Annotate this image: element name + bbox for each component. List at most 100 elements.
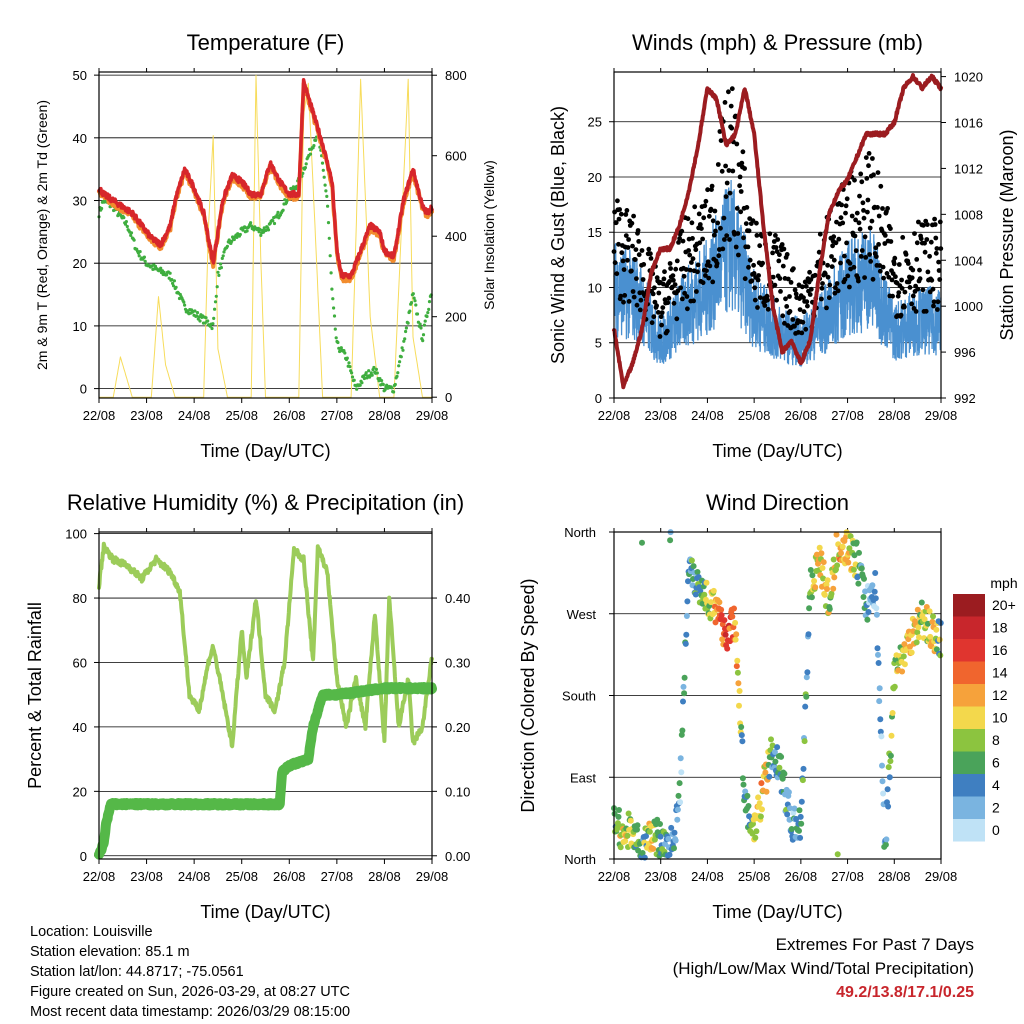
dewpoint-point [220,256,224,260]
gust-point [912,231,917,237]
direction-point [886,774,893,781]
direction-point [614,820,621,827]
direction-point [667,537,674,544]
direction-point [828,590,835,597]
dewpoint-point [183,303,187,307]
direction-point [883,836,890,843]
gust-point [623,233,629,239]
gust-point [892,255,898,261]
gust-point [870,276,876,282]
y-tick-label: 5 [595,336,602,351]
dewpoint-point [427,300,432,304]
direction-point [862,588,869,595]
colorbar-label: 0 [992,822,1000,838]
direction-point [834,851,841,858]
gust-point [752,285,758,291]
gust-point [882,241,888,246]
direction-point [734,657,741,664]
gust-point [862,234,868,240]
gust-point [713,228,718,234]
gust-point [722,237,727,242]
gust-point [726,89,731,95]
direction-point [733,631,740,638]
direction-point [816,544,823,551]
direction-point [738,724,745,730]
direction-point [650,845,657,852]
gust-point [714,261,720,266]
gust-point [803,326,809,332]
dewpoint-point [312,144,316,148]
y2-tick-label: 200 [445,310,467,325]
gust-point [804,299,810,305]
direction-point [757,813,764,820]
gust-point [619,250,625,256]
gust-point [876,213,882,219]
dewpoint-point [345,356,349,360]
gust-point [694,289,699,294]
dewpoint-point [401,348,405,352]
direction-point [736,702,742,709]
gust-point [927,253,932,259]
x-tick-label: 24/08 [691,869,724,884]
gust-point [800,284,805,290]
direction-point [774,744,781,751]
direction-point [768,736,774,743]
direction-points [611,529,944,861]
gust-point [749,278,755,284]
direction-point [872,570,879,576]
direction-point [879,762,885,769]
y-tick-label: 20 [73,256,87,271]
gust-point [935,307,940,312]
direction-point [681,674,688,681]
direction-point [804,669,811,676]
y-axis-label: Percent & Total Rainfall [25,602,45,789]
dewpoint-point [352,378,356,382]
gust-point [715,162,721,167]
y-tick-label: 0 [80,849,87,864]
gust-point [797,307,803,312]
gust-point [650,291,656,297]
dewpoint-point [326,221,331,225]
dewpoint-point [381,382,385,387]
direction-point [854,573,861,580]
gust-point [916,219,921,225]
x-axis-label: Time (Day/UTC) [200,902,330,922]
gust-point [746,264,751,270]
gust-point [633,247,639,253]
gust-point [784,252,790,257]
colorbar-swatch [953,729,985,752]
gust-point [637,307,643,313]
gust-point [726,168,732,173]
direction-point [908,649,915,656]
direction-point [614,824,621,831]
dewpoint-point [275,213,279,217]
dewpoint-point [301,171,305,175]
gust-point [756,273,761,278]
dewpoint-point [214,294,218,298]
direction-point [676,780,683,787]
x-tick-label: 22/08 [598,869,631,884]
direction-point [674,806,681,813]
gust-point [921,222,926,228]
direction-point [872,595,879,602]
gust-point [931,299,937,305]
direction-point [860,594,867,600]
gust-point [667,261,673,266]
dewpoint-point [372,365,376,370]
direction-point [784,811,791,818]
gust-point [639,248,645,253]
direction-point [834,562,841,569]
direction-point [692,591,699,598]
dewpoint-point [219,262,223,266]
dewpoint-point [360,381,364,385]
gust-point [784,304,790,309]
gust-point [729,125,735,131]
precip-line [94,682,437,860]
gust-point [807,269,812,275]
direction-point [929,618,936,625]
gust-point [738,209,744,215]
gust-point [652,285,657,291]
direction-point [680,683,687,690]
direction-point [914,629,921,636]
direction-point [796,827,802,834]
